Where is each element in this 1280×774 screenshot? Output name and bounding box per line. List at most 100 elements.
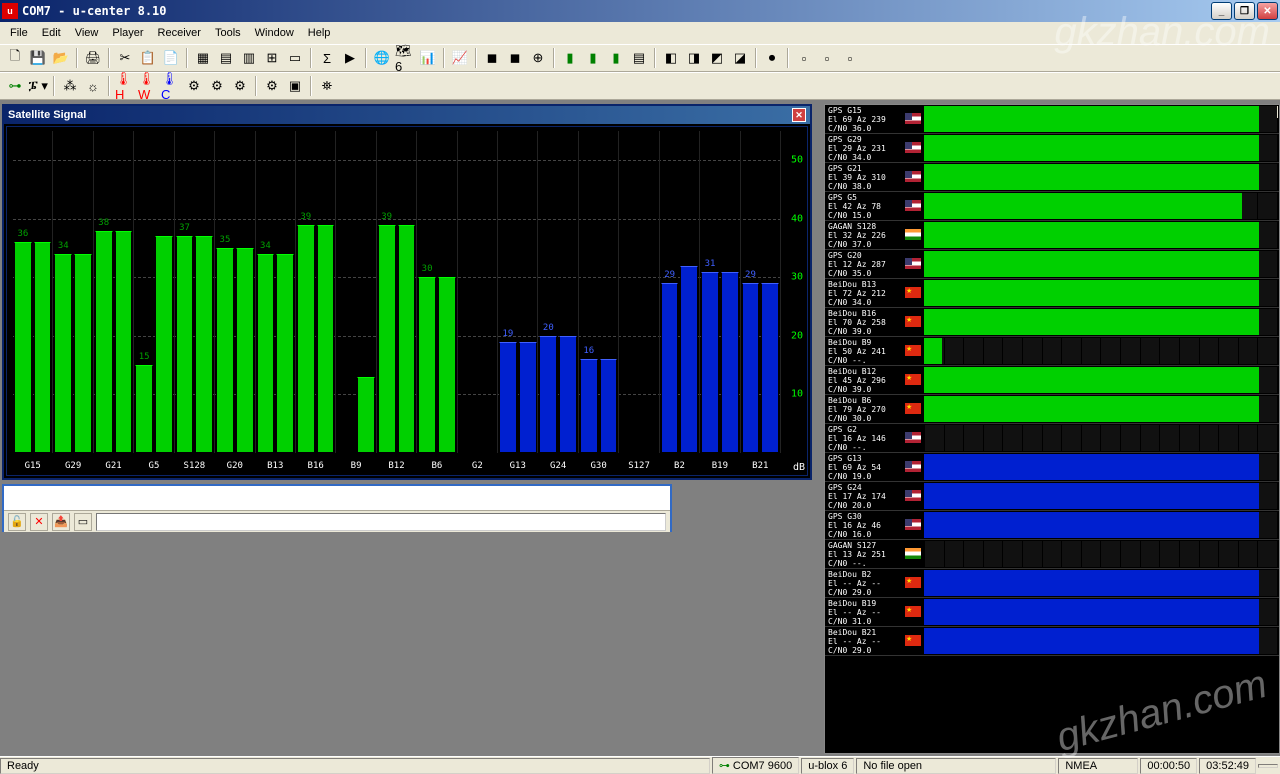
s3-icon[interactable]: ▮ [605,47,627,69]
sat-row: BeiDou B13El 72 Az 212C/N0 34.0 555dB [825,279,1279,308]
window-title: COM7 - u-center 8.10 [22,4,1211,18]
therm-c-icon[interactable]: 🌡C [160,75,182,97]
flag-icon [905,432,921,443]
status-time2: 03:52:49 [1199,758,1256,774]
satellite-list-panel: × GPS G15El 69 Az 239C/N0 36.0 555dB GPS… [824,104,1280,754]
flag-icon [905,113,921,124]
flag-icon [905,461,921,472]
p1-icon[interactable]: ▫ [793,47,815,69]
flag-icon [905,345,921,356]
gear-icon[interactable]: ⚙ [261,75,283,97]
close-button[interactable]: ✕ [1257,2,1278,20]
wave-icon[interactable]: ᎎ ▾ [27,75,49,97]
flag-icon [905,519,921,530]
r4-icon[interactable]: ◪ [729,47,751,69]
bug-icon[interactable]: ☼ [82,75,104,97]
map-icon[interactable]: 🗺6 [394,47,416,69]
maximize-button[interactable]: ❐ [1234,2,1255,20]
chip-icon[interactable]: ▣ [284,75,306,97]
open-icon[interactable]: 📂 [50,47,72,69]
copy-icon[interactable]: 📋 [137,47,159,69]
view4-icon[interactable]: ⊞ [261,47,283,69]
view1-icon[interactable]: ▦ [192,47,214,69]
close-icon[interactable]: ✕ [792,108,806,122]
cfg3-icon[interactable]: ⚙ [229,75,251,97]
hist-icon[interactable]: ▭ [74,513,92,531]
r1-icon[interactable]: ◧ [660,47,682,69]
sat-row: GPS G2El 16 Az 146C/N0 --. 555dB [825,424,1279,453]
status-ready: Ready [0,758,710,774]
console-input[interactable] [96,513,666,531]
bar-G24: 20G24 [538,131,578,453]
view5-icon[interactable]: ▭ [284,47,306,69]
rec-icon[interactable]: ⏺ [761,47,783,69]
flag-icon [905,635,921,646]
bar-S128: 37S128 [175,131,215,453]
view3-icon[interactable]: ▥ [238,47,260,69]
save-icon[interactable]: 💾 [27,47,49,69]
sat-row: GPS G5El 42 Az 78C/N0 15.0 555dB [825,192,1279,221]
cfg2-icon[interactable]: ⚙ [206,75,228,97]
p3-icon[interactable]: ▫ [839,47,861,69]
menu-edit[interactable]: Edit [36,25,67,41]
globe-icon[interactable]: 🌐 [371,47,393,69]
stats-icon[interactable]: Σ [316,47,338,69]
therm-h-icon[interactable]: 🌡H [114,75,136,97]
clear-icon[interactable]: ✕ [30,513,48,531]
r2-icon[interactable]: ◨ [683,47,705,69]
s4-icon[interactable]: ▤ [628,47,650,69]
wand-icon[interactable]: ⁂ [59,75,81,97]
bar-G2: G2 [458,131,498,453]
menu-help[interactable]: Help [302,25,337,41]
bar-G20: 35G20 [215,131,255,453]
therm-w-icon[interactable]: 🌡W [137,75,159,97]
r3-icon[interactable]: ◩ [706,47,728,69]
flag-icon [905,548,921,559]
send-icon[interactable]: 📤 [52,513,70,531]
dev-icon[interactable]: 📊 [417,47,439,69]
menu-player[interactable]: Player [106,25,149,41]
bar-S127: S127 [619,131,659,453]
sat-row: BeiDou B12El 45 Az 296C/N0 39.0 555dB [825,366,1279,395]
s1-icon[interactable]: ▮ [559,47,581,69]
flag-icon [905,171,921,182]
play-icon[interactable]: ▶ [339,47,361,69]
menu-tools[interactable]: Tools [209,25,247,41]
bar-G30: 16G30 [579,131,619,453]
satellite-chart: 102030405036G1534G2938G2115G537S12835G20… [6,126,808,476]
bar-G15: 36G15 [13,131,53,453]
sat-row: BeiDou B6El 79 Az 270C/N0 30.0 555dB [825,395,1279,424]
conn-icon[interactable]: ⊶ [4,75,26,97]
titlebar: u COM7 - u-center 8.10 _ ❐ ✕ [0,0,1280,22]
sat-row: GAGAN S127El 13 Az 251C/N0 --. 555dB [825,540,1279,569]
chart-icon[interactable]: 📈 [449,47,471,69]
new-icon[interactable]: 🗋 [4,47,26,69]
w1-icon[interactable]: ◼ [481,47,503,69]
view2-icon[interactable]: ▤ [215,47,237,69]
paste-icon[interactable]: 📄 [160,47,182,69]
cfg1-icon[interactable]: ⚙ [183,75,205,97]
status-chip: u-blox 6 [801,758,854,774]
cut-icon[interactable]: ✂ [114,47,136,69]
flag-icon [905,403,921,414]
flag-icon [905,229,921,240]
minimize-button[interactable]: _ [1211,2,1232,20]
menu-window[interactable]: Window [249,25,300,41]
print-icon[interactable]: 🖨 [82,47,104,69]
menu-receiver[interactable]: Receiver [152,25,207,41]
w2-icon[interactable]: ◼ [504,47,526,69]
ship-icon[interactable]: ⛯ [316,75,338,97]
p2-icon[interactable]: ▫ [816,47,838,69]
lock-icon[interactable]: 🔓 [8,513,26,531]
statusbar: Ready ⊶ COM7 9600 u-blox 6 No file open … [0,756,1280,774]
console-output [4,486,670,510]
sat-row: GPS G30El 16 Az 46C/N0 16.0 555dB [825,511,1279,540]
main-area: Satellite Signal ✕ 102030405036G1534G293… [0,96,1280,756]
flag-icon [905,258,921,269]
sat-row: BeiDou B16El 70 Az 258C/N0 39.0 555dB [825,308,1279,337]
s2-icon[interactable]: ▮ [582,47,604,69]
menu-file[interactable]: File [4,25,34,41]
menu-view[interactable]: View [69,25,105,41]
satellite-signal-window: Satellite Signal ✕ 102030405036G1534G293… [2,104,812,480]
w3-icon[interactable]: ⊕ [527,47,549,69]
